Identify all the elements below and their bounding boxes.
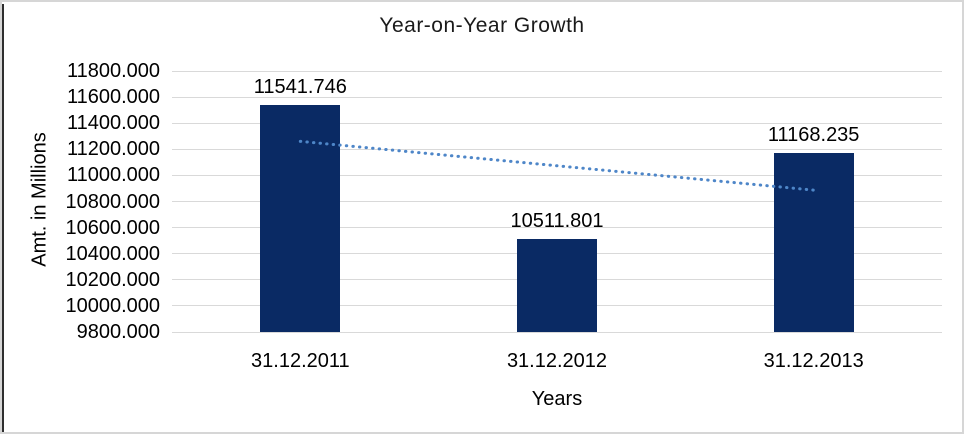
y-tick-label: 11800.000 (66, 60, 160, 82)
gridline (172, 96, 942, 98)
bar-31.12.2011 (260, 104, 341, 332)
y-tick-label: 9800.000 (76, 321, 160, 343)
y-tick-label: 11400.000 (66, 112, 160, 135)
gridline (172, 227, 942, 229)
y-tick-label: 10000.000 (65, 294, 160, 317)
gridline (172, 122, 942, 124)
y-tick-label: 11200.000 (66, 138, 160, 161)
bar-31.12.2013 (773, 153, 854, 332)
chart-title: Year-on-Year Growth (379, 14, 585, 37)
y-tick-label: 11600.000 (66, 86, 160, 109)
x-tick-label: 31.12.2013 (763, 350, 864, 372)
x-tick-label: 31.12.2011 (251, 350, 350, 372)
bar-data-label: 10511.801 (510, 210, 604, 233)
bar-data-label: 11541.746 (253, 75, 347, 98)
y-tick-label: 11000.000 (66, 164, 160, 187)
x-axis-title: Years (531, 388, 583, 410)
bar-31.12.2012 (517, 239, 597, 332)
left-border-line (2, 4, 4, 432)
x-tick-label: 31.12.2012 (506, 350, 608, 372)
y-tick-label: 10200.000 (65, 268, 160, 291)
y-tick-label: 10400.000 (65, 242, 160, 265)
gridline (172, 70, 942, 72)
gridline (172, 331, 942, 333)
y-tick-label: 10600.000 (65, 216, 160, 239)
gridline (172, 201, 942, 202)
bar-data-label: 11168.235 (767, 124, 860, 147)
y-tick-label: 10800.000 (65, 190, 160, 213)
